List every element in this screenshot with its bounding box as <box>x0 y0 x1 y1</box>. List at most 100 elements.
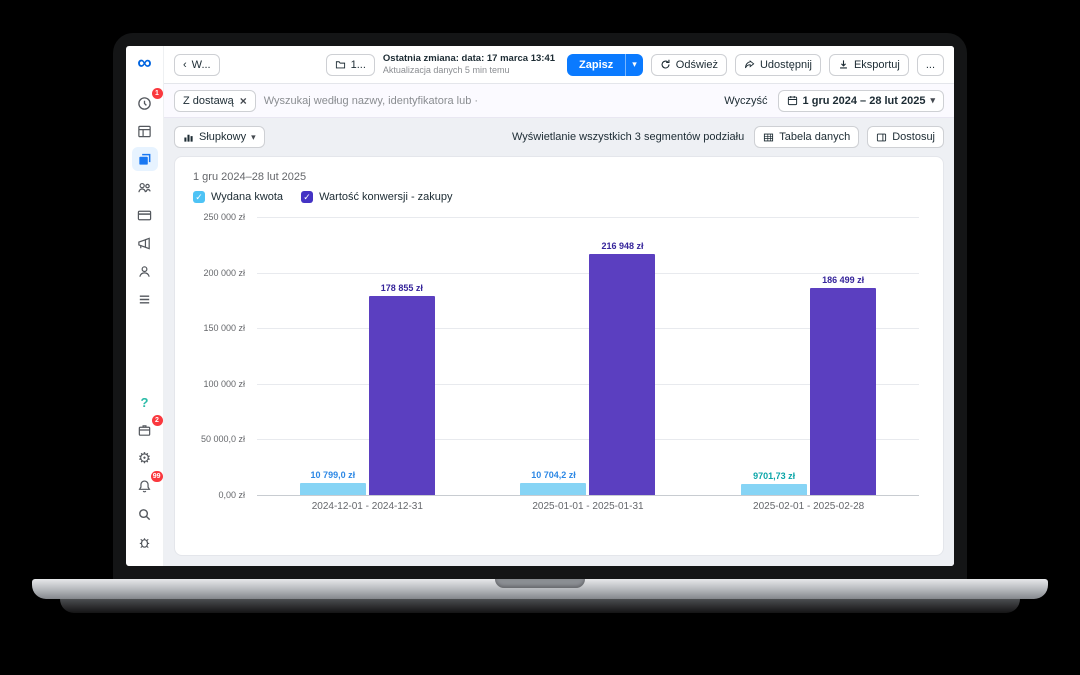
chevron-down-icon: ▾ <box>251 131 256 142</box>
clock-icon <box>138 96 151 110</box>
ads-manager-window: ∞ 1 <box>126 46 954 566</box>
data-table-label: Tabela danych <box>779 131 851 143</box>
bar-group: 9701,73 zł 186 499 zł <box>741 217 877 495</box>
date-range-picker[interactable]: 1 gru 2024 – 28 lut 2025 ▾ <box>777 89 944 112</box>
bar-group: 10 704,2 zł 216 948 zł <box>520 217 656 495</box>
bar-value-label: 9701,73 zł <box>753 471 796 482</box>
share-icon <box>745 60 755 69</box>
customize-button[interactable]: Dostosuj <box>867 126 944 148</box>
calendar-icon <box>787 96 797 106</box>
gridline <box>257 217 919 218</box>
sidebar-item-notifications[interactable]: 99 <box>132 471 163 498</box>
bar[interactable] <box>741 484 808 495</box>
laptop-screen-bezel: ∞ 1 <box>113 33 967 579</box>
bar-group: 10 799,0 zł 178 855 zł <box>299 217 435 495</box>
data-table-button[interactable]: Tabela danych <box>754 126 860 148</box>
gridline <box>257 383 919 385</box>
legend-item[interactable]: ✓ Wydana kwota <box>193 191 283 203</box>
bug-icon <box>139 537 150 548</box>
download-icon <box>840 60 847 69</box>
chart-type-label: Słupkowy <box>199 131 247 143</box>
clear-filters-link[interactable]: Wyczyść <box>724 94 768 107</box>
chevron-down-icon: ▾ <box>930 95 935 105</box>
laptop-base <box>32 579 1048 599</box>
legend-checkbox-icon[interactable]: ✓ <box>193 191 205 203</box>
close-icon[interactable]: × <box>239 93 247 108</box>
campaigns-layers-icon <box>139 153 151 165</box>
gridline <box>257 272 919 274</box>
y-tick-label: 0,00 zł <box>218 490 245 500</box>
export-label: Eksportuj <box>853 58 900 71</box>
campaign-selector-label: 1... <box>350 58 366 71</box>
sidebar-item-search[interactable] <box>132 502 158 526</box>
sidebar-item-audiences[interactable] <box>132 175 158 199</box>
customize-panel-icon <box>877 133 887 141</box>
bar-value-label: 178 855 zł <box>380 283 423 294</box>
main-area: ‹ W... 1... Ostatnia zmiana: data: 17 ma… <box>164 46 954 566</box>
refresh-icon <box>661 59 670 69</box>
sidebar-item-settings[interactable]: ⚙ <box>132 446 158 470</box>
chevron-left-icon: ‹ <box>183 58 187 71</box>
date-range-label: 1 gru 2024 – 28 lut 2025 <box>802 94 926 107</box>
audiences-people-icon <box>138 182 151 192</box>
gridline <box>257 495 919 496</box>
table-icon <box>764 133 774 141</box>
refresh-button[interactable]: Odśwież <box>650 53 727 76</box>
sidebar-item-all-tools[interactable] <box>132 287 158 311</box>
customize-label: Dostosuj <box>892 131 935 143</box>
y-tick-label: 200 000 zł <box>203 267 245 278</box>
sidebar-bottom-group: ? 2 ⚙ 99 <box>132 388 163 556</box>
chart-type-dropdown[interactable]: Słupkowy ▾ <box>174 126 265 148</box>
share-button[interactable]: Udostępnij <box>734 53 821 76</box>
top-toolbar: ‹ W... 1... Ostatnia zmiana: data: 17 ma… <box>164 46 954 84</box>
more-options-button[interactable]: ... <box>916 53 944 76</box>
back-button[interactable]: ‹ W... <box>174 53 220 76</box>
share-label: Udostępnij <box>759 58 812 71</box>
segments-status-text: Wyświetlanie wszystkich 3 segmentów podz… <box>512 131 745 143</box>
back-button-label: W... <box>191 58 211 71</box>
save-dropdown-caret[interactable]: ▾ <box>625 53 643 76</box>
notification-badge: 1 <box>151 88 163 99</box>
sidebar-item-help[interactable]: ? <box>132 390 158 414</box>
bar-groups: 10 799,0 zł 178 855 zł 10 704,2 zł 216 948 … <box>257 217 919 495</box>
sidebar-item-ads-reporting[interactable] <box>132 231 158 255</box>
chart-card: 1 gru 2024–28 lut 2025 ✓ Wydana kwota ✓ War… <box>174 156 944 556</box>
sidebar: ∞ 1 <box>126 46 164 566</box>
sidebar-item-business-suite[interactable]: 2 <box>132 415 163 442</box>
legend-checkbox-icon[interactable]: ✓ <box>301 191 314 203</box>
save-split-button: Zapisz ▾ <box>567 53 643 76</box>
last-change-info: Ostatnia zmiana: data: 17 marca 13:41 Ak… <box>383 53 555 76</box>
chart-controls-row: Słupkowy ▾ Wyświetlanie wszystkich 3 seg… <box>174 126 944 148</box>
gridline <box>257 328 919 330</box>
bar[interactable] <box>810 287 877 495</box>
bar-column: 10 704,2 zł <box>520 217 587 495</box>
save-button[interactable]: Zapisz <box>567 53 626 76</box>
export-button[interactable]: Eksportuj <box>828 53 909 76</box>
sidebar-item-ads-activity[interactable]: 1 <box>132 88 163 115</box>
search-input[interactable]: Wyszukaj według nazwy, identyfikatora lu… <box>263 94 479 107</box>
campaign-selector-button[interactable]: 1... <box>325 53 375 76</box>
content-area: Słupkowy ▾ Wyświetlanie wszystkich 3 seg… <box>164 118 954 566</box>
last-change-line2: Aktualizacja danych 5 min temu <box>382 64 510 75</box>
sidebar-item-account-user[interactable] <box>132 259 158 283</box>
plot: 250 000 zł 200 000 zł 150 000 zł 100 000 zł… <box>193 212 925 500</box>
bar[interactable] <box>589 253 656 495</box>
sidebar-item-campaigns[interactable] <box>131 147 158 171</box>
bar-chart-icon <box>184 134 193 142</box>
search-icon <box>139 508 151 520</box>
bar[interactable] <box>368 296 435 495</box>
sidebar-item-report-bug[interactable] <box>132 530 158 554</box>
table-overview-icon <box>138 125 151 137</box>
bar-column: 186 499 zł <box>810 217 877 495</box>
legend-label: Wartość konwersji - zakupy <box>319 191 453 203</box>
delivery-filter-chip[interactable]: Z dostawą × <box>174 89 256 112</box>
bar[interactable] <box>520 483 587 495</box>
sidebar-item-billing[interactable] <box>132 203 158 227</box>
legend-label: Wydana kwota <box>211 191 284 203</box>
bar[interactable] <box>299 483 366 495</box>
sidebar-item-account-overview[interactable] <box>132 119 158 143</box>
legend-item[interactable]: ✓ Wartość konwersji - zakupy <box>301 191 453 203</box>
chart-title: 1 gru 2024–28 lut 2025 <box>193 171 307 183</box>
x-tick-label: 2025-01-01 - 2025-01-31 <box>532 501 644 512</box>
